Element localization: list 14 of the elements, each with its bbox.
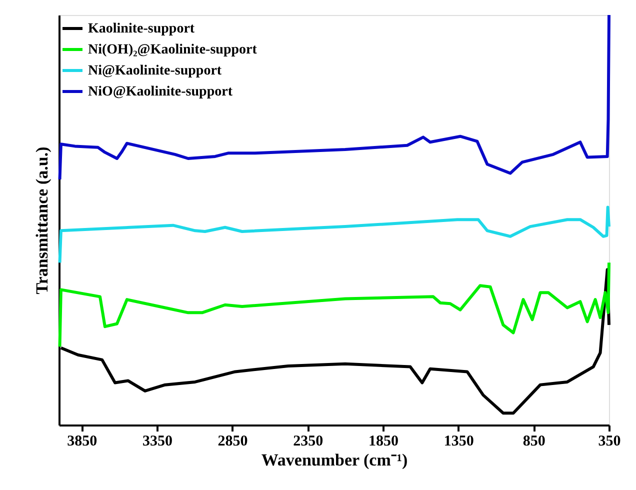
x-tick-label: 350 bbox=[598, 434, 621, 450]
x-axis-title: Wavenumber (cm⁻¹) bbox=[261, 450, 408, 470]
legend-label: NiO@Kaolinite-support bbox=[88, 84, 233, 100]
legend-label: Ni(OH)₂@Kaolinite-support bbox=[88, 42, 258, 58]
x-tick-label: 850 bbox=[522, 434, 546, 450]
x-tick-label: 3850 bbox=[67, 434, 98, 450]
x-tick-label: 1850 bbox=[368, 434, 398, 450]
x-tick-label: 3350 bbox=[142, 434, 172, 450]
x-tick-label: 2850 bbox=[218, 434, 248, 450]
legend-label: Ni@Kaolinite-support bbox=[88, 64, 222, 78]
y-axis-title: Transmittance (a.u.) bbox=[32, 146, 52, 294]
x-tick-label: 1350 bbox=[444, 434, 474, 450]
x-tick-label: 2350 bbox=[293, 434, 324, 450]
legend-label: Kaolinite-support bbox=[88, 22, 195, 36]
